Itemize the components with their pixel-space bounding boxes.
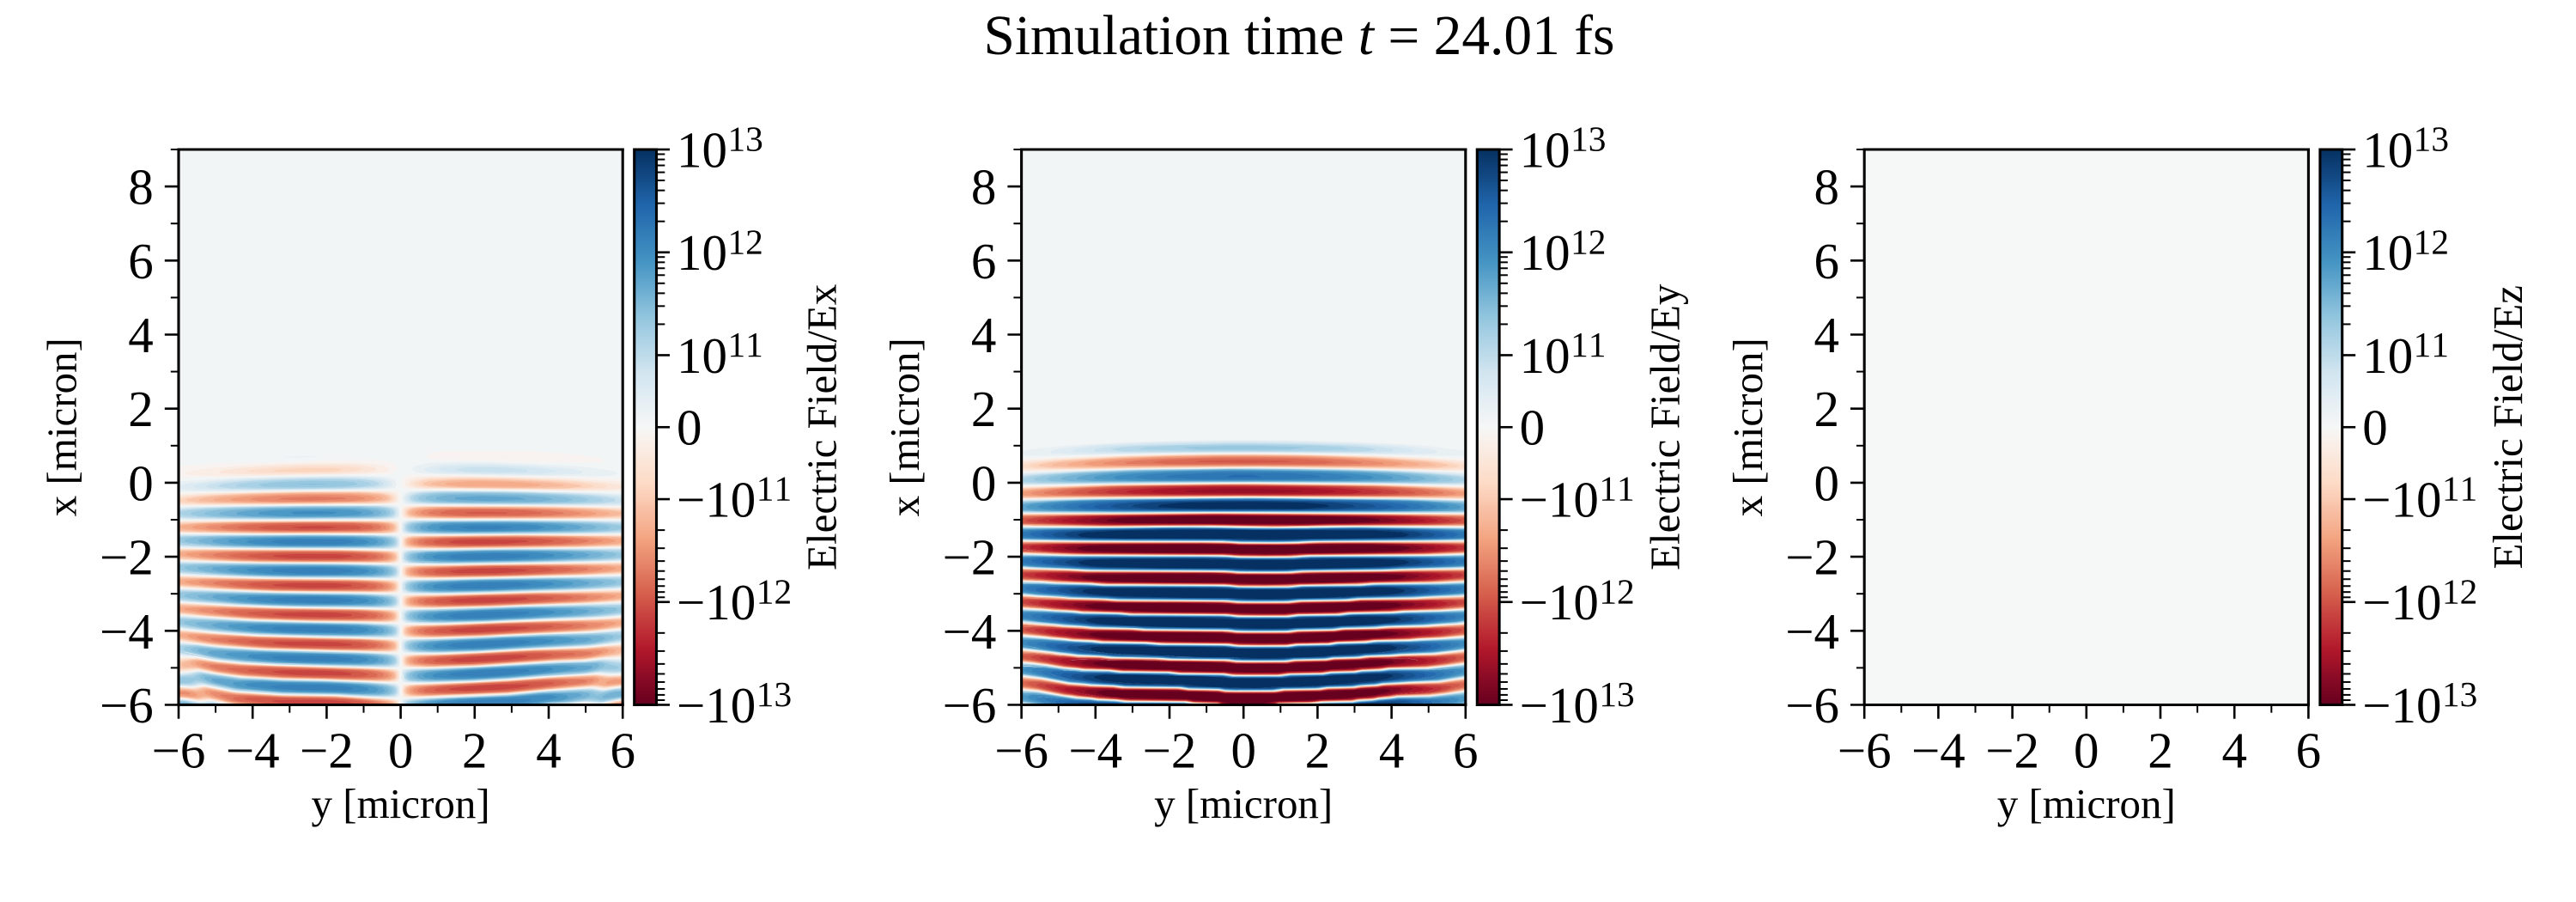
svg-text:1 0 1: 1 0 1 2 xyxy=(2362,222,2449,281)
svg-text:0: 0 xyxy=(388,722,413,779)
svg-text:2: 2 xyxy=(462,722,488,779)
svg-text:−6: −6 xyxy=(100,677,154,734)
svg-text:y [micron]: y [micron] xyxy=(312,780,490,827)
svg-text:2: 2 xyxy=(128,381,154,437)
svg-text:1 0 1: 1 0 1 3 xyxy=(677,119,763,179)
svg-text:0: 0 xyxy=(1230,722,1256,779)
svg-text:−2: −2 xyxy=(1985,722,2039,779)
svg-text:4: 4 xyxy=(2221,722,2247,779)
svg-text:− 1 0: − 1 0 1 1 xyxy=(2362,469,2477,528)
svg-text:−4: −4 xyxy=(1785,603,1839,660)
svg-text:− 1 0: − 1 0 1 2 xyxy=(1520,571,1635,631)
svg-text:2: 2 xyxy=(971,381,997,437)
svg-text:1 0 1: 1 0 1 3 xyxy=(1520,119,1607,179)
svg-text:− 1 0: − 1 0 1 1 xyxy=(677,469,792,528)
svg-text:−6: −6 xyxy=(1838,722,1892,779)
svg-text:− 1 0: − 1 0 1 3 xyxy=(677,674,792,734)
svg-text:0: 0 xyxy=(2074,722,2099,779)
svg-text:−2: −2 xyxy=(943,529,997,586)
svg-text:−2: −2 xyxy=(300,722,354,779)
svg-text:0: 0 xyxy=(128,454,154,511)
svg-text:6: 6 xyxy=(971,233,997,289)
svg-text:0: 0 xyxy=(1520,399,1546,456)
svg-text:−2: −2 xyxy=(1785,529,1839,586)
svg-text:6: 6 xyxy=(2296,722,2322,779)
svg-text:6: 6 xyxy=(1814,233,1840,289)
svg-text:Electric Field/Ey: Electric Field/Ey xyxy=(1641,283,1688,570)
svg-text:4: 4 xyxy=(536,722,562,779)
svg-text:− 1 0: − 1 0 1 3 xyxy=(1520,674,1635,734)
svg-text:x [micron]: x [micron] xyxy=(1724,338,1771,516)
svg-text:8: 8 xyxy=(971,159,997,216)
svg-text:− 1 0: − 1 0 1 2 xyxy=(677,571,792,631)
svg-text:−6: −6 xyxy=(152,722,206,779)
svg-text:4: 4 xyxy=(1379,722,1405,779)
svg-text:2: 2 xyxy=(1814,381,1840,437)
svg-text:y [micron]: y [micron] xyxy=(1154,780,1333,827)
svg-text:−4: −4 xyxy=(1911,722,1965,779)
svg-text:2: 2 xyxy=(1305,722,1331,779)
svg-text:−4: −4 xyxy=(1068,722,1122,779)
svg-text:y [micron]: y [micron] xyxy=(1997,780,2176,827)
svg-text:−6: −6 xyxy=(1785,677,1839,734)
svg-text:−4: −4 xyxy=(943,603,997,660)
svg-text:8: 8 xyxy=(1814,159,1840,216)
svg-text:6: 6 xyxy=(128,233,154,289)
svg-text:0: 0 xyxy=(2362,399,2388,456)
svg-text:− 1 0: − 1 0 1 1 xyxy=(1520,469,1635,528)
svg-text:S i m u l: S i m u l a t i o n t i m e = 2 4 . 0 1 … xyxy=(983,5,1619,67)
svg-text:−4: −4 xyxy=(226,722,280,779)
svg-text:x [micron]: x [micron] xyxy=(881,338,928,516)
svg-text:0: 0 xyxy=(1814,454,1840,511)
svg-text:6: 6 xyxy=(1453,722,1479,779)
svg-text:− 1 0: − 1 0 1 3 xyxy=(2362,674,2477,734)
svg-text:1 0 1: 1 0 1 1 xyxy=(1520,325,1607,384)
svg-text:1 0 1: 1 0 1 1 xyxy=(677,325,763,384)
svg-text:−6: −6 xyxy=(994,722,1048,779)
svg-text:−6: −6 xyxy=(943,677,997,734)
svg-text:Electric Field/Ez: Electric Field/Ez xyxy=(2484,285,2531,570)
svg-text:Electric Field/Ex: Electric Field/Ex xyxy=(799,284,846,570)
svg-text:0: 0 xyxy=(677,399,702,456)
svg-text:x [micron]: x [micron] xyxy=(39,338,86,516)
svg-text:6: 6 xyxy=(610,722,635,779)
svg-text:− 1 0: − 1 0 1 2 xyxy=(2362,571,2477,631)
svg-text:1 0 1: 1 0 1 2 xyxy=(677,222,763,281)
svg-text:4: 4 xyxy=(971,307,997,363)
svg-text:4: 4 xyxy=(128,307,154,363)
svg-text:−2: −2 xyxy=(100,529,154,586)
svg-text:2: 2 xyxy=(2148,722,2173,779)
svg-text:4: 4 xyxy=(1814,307,1840,363)
svg-text:−2: −2 xyxy=(1143,722,1197,779)
svg-text:1 0 1: 1 0 1 3 xyxy=(2362,119,2449,179)
svg-text:8: 8 xyxy=(128,159,154,216)
svg-text:−4: −4 xyxy=(100,603,154,660)
svg-text:1 0 1: 1 0 1 1 xyxy=(2362,325,2449,384)
svg-text:1 0 1: 1 0 1 2 xyxy=(1520,222,1607,281)
svg-text:0: 0 xyxy=(971,454,997,511)
